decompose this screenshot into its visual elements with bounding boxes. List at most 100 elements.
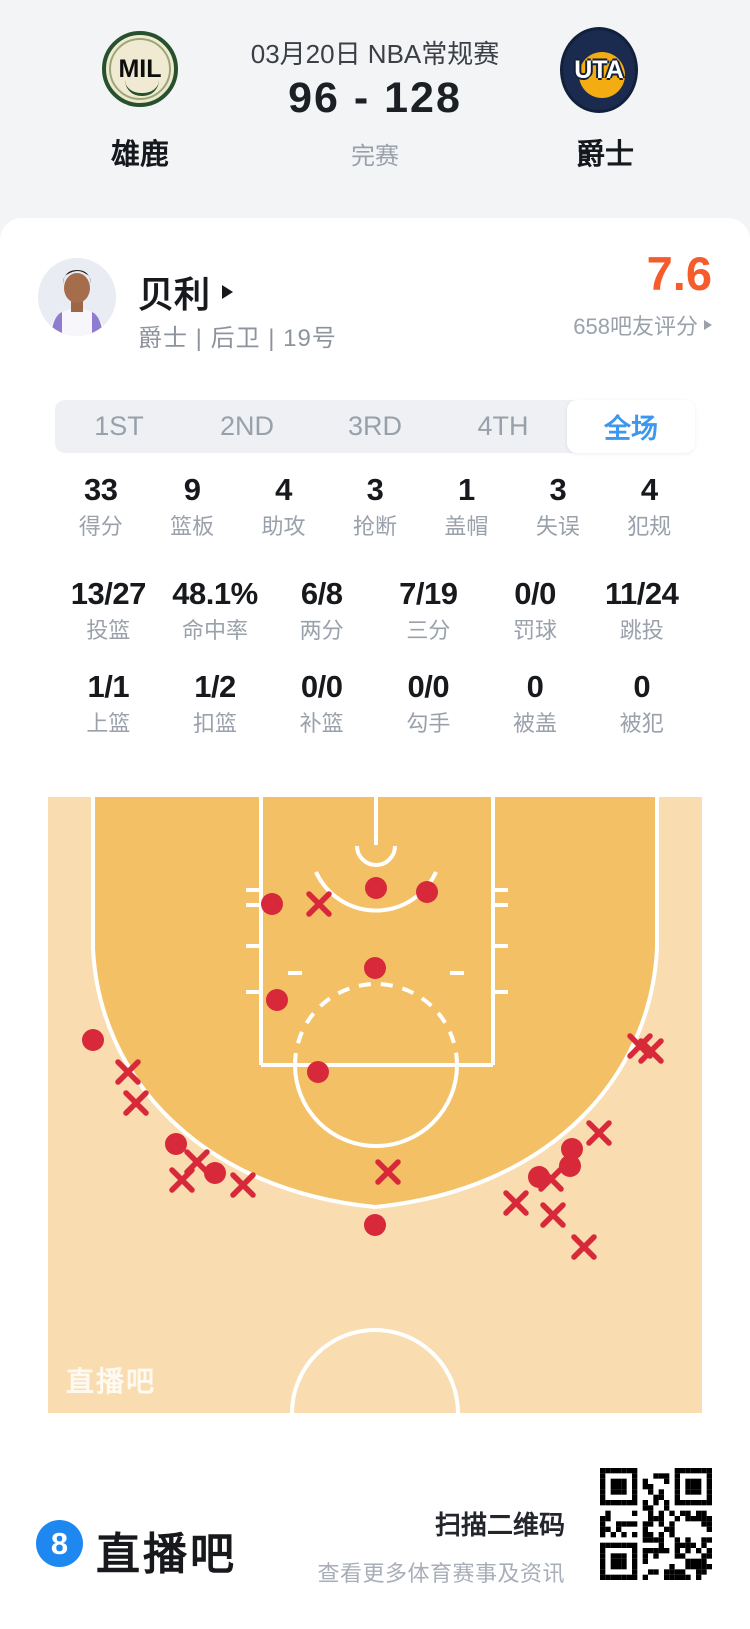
shot-chart-court: [48, 793, 702, 1413]
stat-label: 篮板: [170, 514, 215, 539]
rim-arc: [355, 845, 397, 867]
stat-value: 6/8: [300, 576, 343, 611]
stat-cell: 1 盖帽: [421, 472, 512, 541]
player-meta: 爵士 | 后卫 | 19号: [138, 325, 337, 352]
player-name: 贝利: [138, 274, 211, 315]
stat-value: 1/1: [87, 669, 130, 704]
game-status: 完赛: [351, 143, 399, 170]
shot-made-dot: [82, 1029, 104, 1051]
tab-2nd[interactable]: 2ND: [219, 411, 274, 441]
stat-value: 13/27: [70, 576, 147, 611]
stat-label: 抢断: [352, 514, 397, 539]
tab-4th[interactable]: 4TH: [477, 411, 529, 441]
stat-label: 补篮: [299, 711, 344, 736]
team-abbr-away: UTA: [574, 55, 624, 84]
shot-missed-x: [375, 1159, 401, 1185]
stat-value: 9: [183, 472, 201, 507]
court-inner-zone: [93, 793, 657, 1207]
stat-cell: 0/0 勾手: [375, 669, 482, 738]
shot-missed-x: [638, 1038, 664, 1064]
shot-missed-x: [230, 1172, 256, 1198]
stat-row-basic: 33 得分 9 篮板 4 助攻 3 抢断 1 盖帽 3 失误 4 犯规: [55, 472, 695, 541]
stat-label: 被犯: [619, 711, 664, 736]
free-throw-circle-solid: [293, 1064, 459, 1148]
logo-arc: [125, 79, 159, 96]
stat-label: 扣篮: [193, 711, 238, 736]
player-avatar[interactable]: [38, 258, 116, 336]
team-name-home: 雄鹿: [110, 139, 169, 171]
stat-cell: 0 被犯: [588, 669, 695, 738]
shot-made-dot: [261, 893, 283, 915]
stat-label: 得分: [78, 514, 123, 539]
zhibo8-logo-8: 8: [50, 1525, 69, 1561]
tab-3rd[interactable]: 3RD: [347, 411, 402, 441]
stat-cell: 33 得分: [55, 472, 146, 541]
stat-cell: 0/0 补篮: [268, 669, 375, 738]
stat-label: 三分: [406, 618, 451, 643]
scan-title: 扫描二维码: [434, 1510, 565, 1540]
shot-made-dot: [266, 989, 288, 1011]
stat-cell: 1/2 扣篮: [162, 669, 269, 738]
stat-cell: 13/27 投篮: [55, 576, 162, 645]
stat-cell: 6/8 两分: [268, 576, 375, 645]
zhibo8-logo-icon: 8: [36, 1520, 83, 1567]
shot-missed-x: [540, 1202, 566, 1228]
stat-label: 被盖: [513, 711, 558, 736]
team-abbr-home: MIL: [118, 54, 162, 83]
shot-missed-x: [503, 1190, 529, 1216]
rating-box[interactable]: 7.6 658吧友评分: [573, 250, 712, 341]
stat-value: 3: [549, 472, 567, 507]
stat-value: 0/0: [300, 669, 343, 704]
stat-label: 投篮: [86, 618, 131, 643]
stat-row-detail: 1/1 上篮 1/2 扣篮 0/0 补篮 0/0 勾手 0 被盖 0 被犯: [55, 669, 695, 738]
game-date-line: 03月20日 NBA常规赛: [250, 39, 500, 69]
tab-全场[interactable]: 全场: [567, 400, 695, 453]
stat-cell: 11/24 跳投: [588, 576, 695, 645]
lane-lines: [259, 793, 495, 1067]
brand-name: 直播吧: [96, 1530, 237, 1579]
shot-made-dot: [364, 1214, 386, 1236]
stat-value: 1/2: [194, 669, 236, 704]
stat-row-shooting: 13/27 投篮 48.1% 命中率 6/8 两分 7/19 三分 0/0 罚球 11/24 跳投: [55, 576, 695, 645]
stat-value: 7/19: [399, 576, 458, 611]
stat-value: 0/0: [514, 576, 556, 611]
scan-subtitle: 查看更多体育赛事及资讯: [317, 1561, 565, 1586]
game-score: 96 - 128: [288, 74, 462, 122]
shot-missed-x: [538, 1166, 564, 1192]
shot-made-dot: [561, 1138, 583, 1160]
chevron-right-icon: [222, 285, 234, 299]
stat-cell: 1/1 上篮: [55, 669, 162, 738]
tab-1st[interactable]: 1ST: [94, 411, 144, 441]
player-name-row[interactable]: 贝利: [138, 266, 234, 318]
stat-label: 跳投: [619, 618, 664, 643]
stat-label: 勾手: [406, 711, 451, 736]
shot-made-dot: [416, 881, 438, 903]
stat-label: 失误: [535, 514, 580, 539]
shot-missed-x: [123, 1090, 149, 1116]
shot-missed-x: [586, 1120, 612, 1146]
stat-label: 助攻: [261, 514, 306, 539]
team-name-away: 爵士: [575, 139, 634, 171]
shot-missed-x: [306, 891, 332, 917]
stat-value: 4: [275, 472, 292, 507]
stat-label: 罚球: [513, 618, 558, 643]
qr-code: [600, 1468, 712, 1580]
stat-value: 4: [640, 472, 658, 507]
player-photo: [38, 258, 116, 336]
quarter-tabbar: 1ST 2ND 3RD 4TH 全场: [55, 400, 695, 453]
stat-cell: 48.1% 命中率: [162, 576, 269, 645]
rating-sub-label: 658吧友评分: [573, 314, 698, 339]
stat-label: 命中率: [182, 618, 249, 643]
stat-value: 0/0: [407, 669, 450, 704]
stat-cell: 3 失误: [512, 472, 603, 541]
logo-ring: [109, 38, 171, 100]
shot-made-dot: [204, 1162, 226, 1184]
lane-hash-marks: [246, 888, 508, 994]
shot-made-dot: [364, 957, 386, 979]
team-logo-jazz: UTA: [560, 27, 638, 113]
scan-text-block: 扫描二维码 查看更多体育赛事及资讯: [317, 1505, 565, 1588]
shot-marks: [82, 877, 664, 1260]
stat-value: 1: [458, 472, 475, 507]
stat-label: 犯规: [627, 514, 672, 539]
shot-made-dot: [365, 877, 387, 899]
